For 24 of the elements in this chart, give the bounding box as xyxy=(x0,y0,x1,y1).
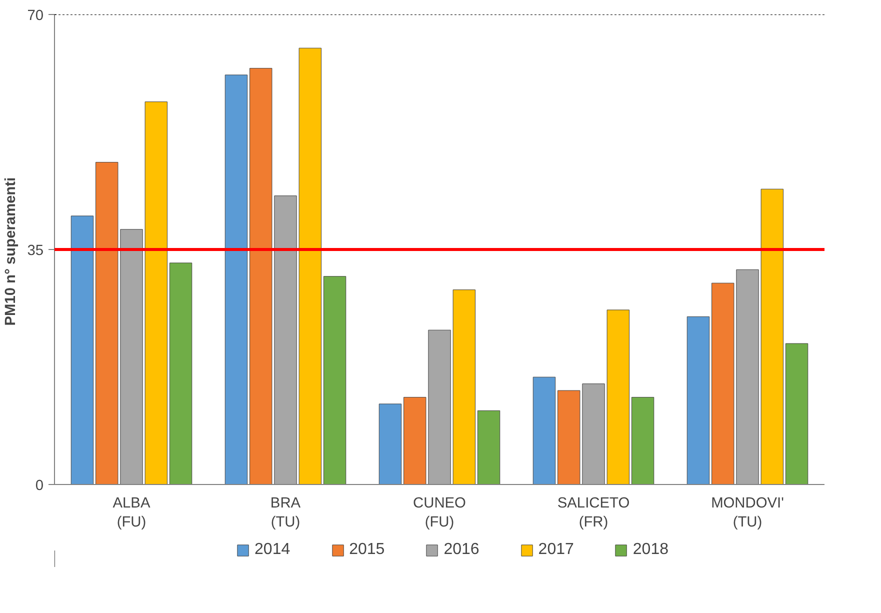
y-tick-label: 70 xyxy=(27,8,44,24)
y-tick-label: 0 xyxy=(35,478,44,494)
legend-label: 2015 xyxy=(349,541,385,559)
x-tick-label: CUNEO (FU) xyxy=(413,496,466,531)
x-tick-label: BRA (TU) xyxy=(270,496,301,531)
y-axis-title: PM10 n° superamenti xyxy=(3,177,20,326)
bar xyxy=(631,396,654,484)
bar xyxy=(224,74,248,484)
legend-label: 2016 xyxy=(444,541,480,559)
bar xyxy=(532,376,556,484)
x-tick-label: SALICETO (FR) xyxy=(557,496,630,531)
legend-label: 2017 xyxy=(538,541,574,559)
legend-label: 2018 xyxy=(632,541,668,559)
bar xyxy=(686,316,710,484)
bar xyxy=(70,216,94,484)
bar xyxy=(323,276,346,484)
bar xyxy=(169,262,192,484)
bar xyxy=(785,343,808,484)
x-tick-label: ALBA (FU) xyxy=(112,496,150,531)
x-tick-label: MONDOVI' (TU) xyxy=(711,496,784,531)
bar xyxy=(378,404,402,484)
legend-label: 2014 xyxy=(254,541,290,559)
bar xyxy=(477,410,500,484)
y-tick-label: 35 xyxy=(27,243,44,259)
